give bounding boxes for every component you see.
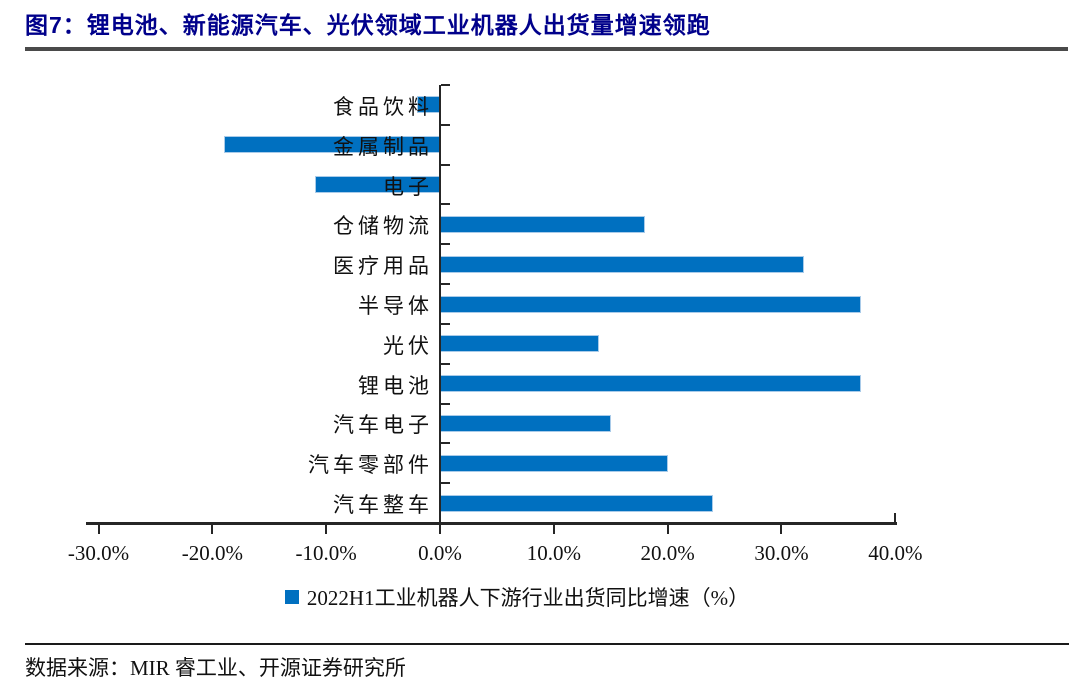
legend-label: 2022H1工业机器人下游行业出货同比增速（%）: [306, 586, 750, 610]
x-tick-label: 20.0%: [640, 541, 695, 565]
figure-title: 图7：锂电池、新能源汽车、光伏领域工业机器人出货量增速领跑: [25, 12, 711, 38]
category-label: 仓储物流: [333, 214, 433, 239]
data-source-text: 数据来源：MIR 睿工业、开源证券研究所: [25, 656, 406, 680]
bar-汽车电子: [440, 414, 611, 432]
category-label: 汽车整车: [333, 493, 433, 518]
y-axis-tick: [441, 482, 450, 485]
legend-swatch-icon: [284, 590, 299, 604]
bar-医疗用品: [440, 255, 805, 273]
y-axis-tick: [441, 243, 450, 246]
title-underline-rule: [25, 47, 1068, 51]
x-axis-tick: [439, 525, 441, 534]
x-axis-line: [85, 522, 898, 525]
bar-锂电池: [440, 375, 862, 393]
category-label: 锂电池: [358, 373, 433, 398]
category-label: 医疗用品: [333, 254, 433, 279]
category-label: 汽车电子: [333, 413, 433, 438]
category-label: 食品饮料: [333, 94, 433, 119]
y-axis-tick: [441, 203, 450, 206]
x-tick-label: 40.0%: [868, 541, 923, 565]
bar-汽车整车: [440, 494, 714, 512]
category-label: 电子: [383, 174, 433, 199]
y-axis-tick: [441, 322, 450, 325]
legend: 2022H1工业机器人下游行业出货同比增速（%）: [0, 583, 1034, 611]
bar-仓储物流: [440, 215, 645, 233]
x-axis-tick: [211, 525, 214, 534]
bar-半导体: [440, 295, 862, 313]
x-axis-tick: [325, 525, 328, 534]
x-tick-label: -20.0%: [181, 541, 243, 565]
x-tick-label: 30.0%: [754, 541, 809, 565]
y-axis-tick: [441, 442, 450, 445]
bar-汽车零部件: [440, 454, 668, 472]
x-tick-label: 10.0%: [526, 541, 581, 565]
y-axis-tick: [441, 283, 450, 286]
x-axis-tick: [552, 525, 555, 534]
x-tick-label: 0.0%: [418, 541, 462, 565]
y-axis-tick: [441, 84, 450, 86]
footer-divider-rule: [25, 643, 1069, 645]
x-axis-tick: [780, 525, 783, 534]
x-tick-label: -10.0%: [295, 541, 357, 565]
x-axis-tick: [666, 525, 669, 534]
x-tick-label: -30.0%: [67, 541, 130, 565]
zero-axis-line: [439, 85, 441, 525]
y-axis-tick: [441, 123, 450, 126]
category-label: 金属制品: [333, 134, 433, 159]
bar-光伏: [440, 335, 600, 353]
y-axis-tick: [441, 163, 450, 166]
x-axis-tick: [97, 525, 100, 534]
category-label: 半导体: [358, 294, 433, 318]
y-axis-tick: [441, 362, 450, 365]
y-axis-tick: [441, 402, 450, 405]
category-label: 汽车零部件: [308, 453, 433, 478]
x-axis-tick: [894, 513, 897, 522]
category-label: 光伏: [383, 333, 433, 358]
